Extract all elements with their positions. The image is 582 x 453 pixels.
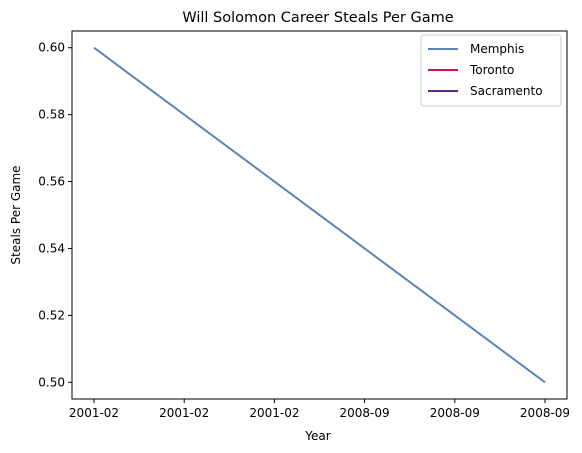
legend-box (420, 34, 562, 107)
legend-label-sacramento: Sacramento (470, 84, 543, 98)
chart-title: Will Solomon Career Steals Per Game (182, 10, 453, 26)
legend: Memphis Toronto Sacramento (420, 34, 562, 107)
series-line-memphis (93, 46, 546, 384)
x-tick-label: 2008-09 (340, 406, 390, 420)
y-axis-label: Steals Per Game (9, 165, 23, 264)
y-tick-label: 0.54 (38, 241, 65, 255)
y-axis: 0.50 0.52 0.54 0.56 0.58 0.60 (38, 41, 72, 389)
x-tick-label: 2008-09 (520, 406, 570, 420)
x-tick-label: 2001-02 (159, 406, 209, 420)
x-axis-label: Year (304, 429, 330, 443)
x-tick-label: 2008-09 (430, 406, 480, 420)
series-lines (93, 46, 546, 384)
legend-label-memphis: Memphis (470, 42, 524, 56)
y-tick-label: 0.60 (38, 41, 65, 55)
y-tick-label: 0.50 (38, 375, 65, 389)
y-tick-label: 0.52 (38, 308, 65, 322)
x-tick-label: 2001-02 (249, 406, 299, 420)
legend-label-toronto: Toronto (469, 63, 514, 77)
y-tick-label: 0.58 (38, 108, 65, 122)
x-axis: 2001-02 2001-02 2001-02 2008-09 2008-09 2008-… (69, 399, 570, 420)
y-tick-label: 0.56 (38, 175, 65, 189)
x-tick-label: 2001-02 (69, 406, 119, 420)
